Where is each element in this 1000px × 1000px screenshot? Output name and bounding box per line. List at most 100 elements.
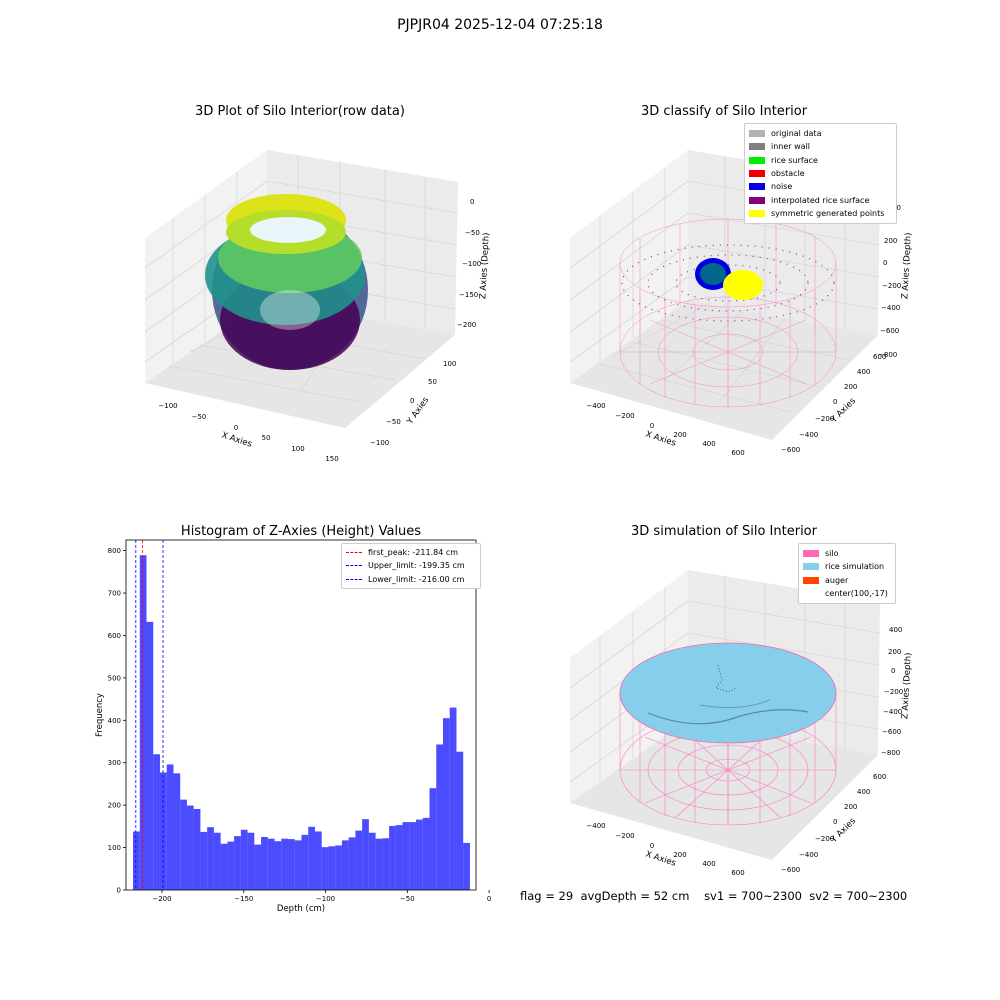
simulation-legend: silo rice simulation auger center(100,-1… (798, 543, 896, 605)
histogram-bar (429, 788, 437, 890)
histogram-bar (375, 838, 383, 890)
simulation-ztick: −400 (883, 708, 902, 716)
raw-ytick: 100 (443, 360, 456, 368)
y-tick-label: 700 (108, 590, 121, 598)
histogram-bar (442, 718, 450, 890)
histogram-bar (133, 831, 140, 890)
histogram-bar (308, 826, 315, 890)
histogram-bar (227, 841, 235, 890)
classify-rice-blob (695, 258, 763, 300)
histogram-axes-frame (125, 539, 477, 891)
y-tick-label: 600 (108, 632, 121, 640)
legend-swatch (749, 130, 765, 138)
y-tick-label: 400 (108, 717, 121, 725)
legend-item: interpolated rice surface (749, 193, 892, 206)
legend-swatch (803, 590, 819, 597)
raw-xtick: −100 (158, 402, 177, 410)
legend-line (346, 565, 362, 567)
classify-xtick: 0 (650, 422, 654, 430)
histogram-bar (213, 832, 221, 890)
histogram-bar (274, 841, 282, 890)
raw-xtick: 100 (291, 445, 304, 453)
classify-ztick: −200 (882, 282, 901, 290)
histogram-bar (234, 836, 241, 890)
raw-ytick: 50 (428, 378, 437, 386)
histogram-title: Histogram of Z-Axies (Height) Values (180, 524, 422, 539)
histogram-bar (389, 825, 396, 890)
histogram-xlabel: Depth (cm) (277, 904, 325, 914)
histogram-bar (422, 817, 430, 890)
simulation-ytick: 400 (857, 788, 870, 796)
x-tick-label: −200 (152, 895, 171, 903)
classify-xtick: −200 (615, 412, 634, 420)
legend-item: inner wall (749, 140, 892, 153)
figure-title: PJPJR04 2025-12-04 07:25:18 (397, 17, 603, 33)
simulation-xtick: 400 (702, 860, 715, 868)
legend-item: rice simulation (803, 560, 891, 573)
legend-swatch (803, 576, 819, 584)
histogram-bar (335, 845, 342, 890)
status-footer: flag = 29 avgDepth = 52 cm sv1 = 700~230… (520, 889, 907, 903)
y-tick-label: 200 (108, 802, 121, 810)
histogram-y-ticks: 0 100 200 300 400 500 600 700 800 (108, 547, 126, 895)
sv2-text: sv2 = 700~2300 (809, 889, 908, 903)
histogram-bar (341, 840, 349, 890)
histogram-bar (402, 822, 410, 890)
histogram-bar (456, 751, 464, 890)
raw-ytick: −50 (386, 418, 401, 426)
raw-ztick: −50 (465, 229, 480, 237)
y-tick-label: 300 (108, 759, 121, 767)
simulation-ztick: 400 (889, 626, 902, 634)
legend-item: rice surface (749, 154, 892, 167)
histogram-bar (173, 773, 181, 890)
raw-zlabel: Z Axies (Depth) (478, 232, 491, 299)
legend-line (346, 552, 362, 554)
simulation-ztick: 200 (888, 648, 901, 656)
histogram-bar (281, 838, 289, 890)
histogram-bar (254, 844, 262, 890)
classify-interpolated-surface (621, 244, 835, 322)
classify-xtick: 400 (702, 440, 715, 448)
classify-ytick: 200 (844, 383, 857, 391)
legend-swatch (749, 183, 765, 191)
histogram-bar (247, 832, 255, 890)
histogram-x-ticks: −200 −150 −100 −50 0 (152, 890, 491, 903)
legend-swatch (749, 209, 765, 217)
histogram-bar (328, 846, 336, 890)
simulation-ytick: −600 (781, 866, 800, 874)
sv1-text: sv1 = 700~2300 (704, 889, 802, 903)
histogram-bar (301, 834, 309, 890)
legend-swatch (749, 156, 765, 164)
histogram-legend: first_peak: -211.84 cm Upper_limit: -199… (341, 543, 481, 589)
simulation-ytick: 200 (844, 803, 857, 811)
histogram-bar (139, 555, 147, 890)
legend-line (346, 578, 362, 580)
y-tick-label: 500 (108, 674, 121, 682)
simulation-ytick: −200 (815, 835, 834, 843)
histogram-bar (267, 838, 275, 890)
raw-ztick: −100 (462, 260, 481, 268)
histogram-bar (180, 799, 187, 890)
classify-ytick: −400 (799, 431, 818, 439)
legend-swatch (749, 170, 765, 178)
histogram-bar (207, 827, 214, 890)
classify-ztick: −600 (880, 327, 899, 335)
raw-ytick: −100 (370, 439, 389, 447)
simulation-xtick: −400 (586, 822, 605, 830)
histogram-bar (409, 822, 417, 890)
simulation-ztick: −200 (884, 688, 903, 696)
simulation-xtick: 0 (650, 842, 654, 850)
histogram-bar (240, 829, 248, 890)
histogram-bar (416, 819, 423, 890)
legend-item: auger (803, 574, 891, 587)
classify-plot-title: 3D classify of Silo Interior (640, 104, 808, 119)
classify-ytick: 0 (833, 398, 837, 406)
histogram-bar (362, 819, 369, 890)
simulation-ztick: 0 (891, 667, 895, 675)
x-tick-label: −150 (234, 895, 253, 903)
legend-item: symmetric generated points (749, 207, 892, 220)
